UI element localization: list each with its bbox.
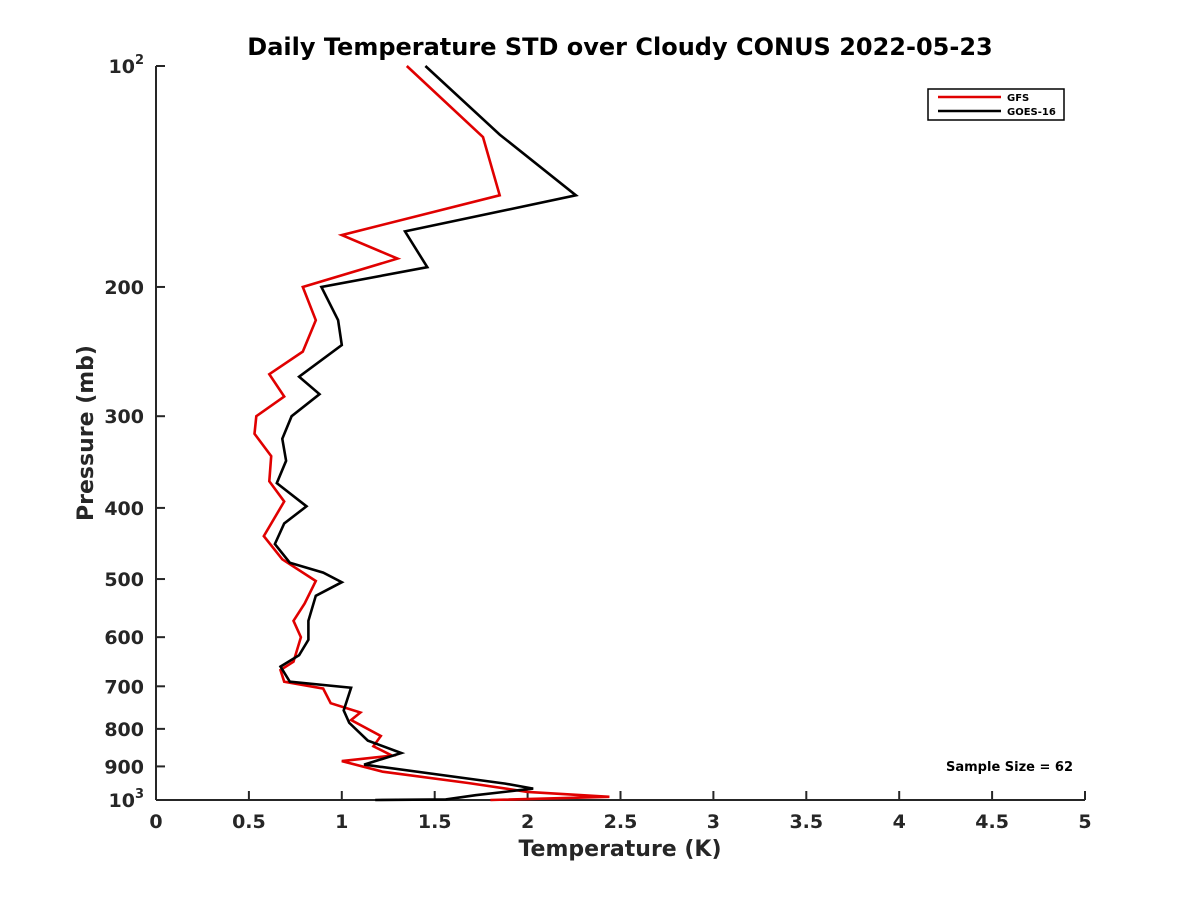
x-tick-label: 5 (1078, 811, 1091, 833)
y-tick-label: 103 (109, 787, 145, 812)
series-line-goes-16 (273, 65, 579, 802)
y-tick-label: 700 (104, 676, 144, 698)
legend-box (927, 88, 1065, 121)
sample-size-annotation: Sample Size = 62 (946, 760, 1073, 775)
y-tick-label: 300 (104, 406, 144, 428)
x-tick-label: 1.5 (418, 811, 452, 833)
x-axis-ticks: 0 0.5 1 1.5 2 2.5 3 3.5 4 4.5 5 (149, 791, 1092, 833)
y-axis-label: Pressure (mb) (74, 345, 99, 521)
x-tick-label: 4.5 (975, 811, 1009, 833)
y-tick-label: 102 (109, 53, 145, 78)
y-tick-label: 900 (104, 756, 144, 778)
x-tick-label: 2.5 (604, 811, 638, 833)
series-layer (253, 65, 610, 802)
plot-area: 0 0.5 1 1.5 2 2.5 3 3.5 4 4.5 5 102 200 300 400 500 600… (104, 53, 1091, 833)
legend-label-goes-16: GOES-16 (1007, 107, 1056, 118)
chart-title: Daily Temperature STD over Cloudy CONUS … (247, 33, 992, 61)
y-tick-label: 200 (104, 277, 144, 299)
y-tick-label: 500 (104, 569, 144, 591)
legend-label-gfs: GFS (1007, 93, 1029, 104)
x-tick-label: 2 (521, 811, 534, 833)
series-line-gfs (253, 65, 610, 802)
y-axis-ticks: 102 200 300 400 500 600 700 800 900 103 (104, 53, 165, 812)
x-tick-label: 0.5 (232, 811, 266, 833)
x-tick-label: 3 (707, 811, 720, 833)
y-tick-label: 400 (104, 498, 144, 520)
y-tick-label: 800 (104, 719, 144, 741)
x-tick-label: 3.5 (789, 811, 823, 833)
x-tick-label: 0 (149, 811, 162, 833)
legend: GFS GOES-16 (927, 88, 1065, 121)
x-tick-label: 4 (893, 811, 906, 833)
x-axis-label: Temperature (K) (518, 837, 721, 862)
y-tick-label: 600 (104, 627, 144, 649)
x-tick-label: 1 (335, 811, 348, 833)
